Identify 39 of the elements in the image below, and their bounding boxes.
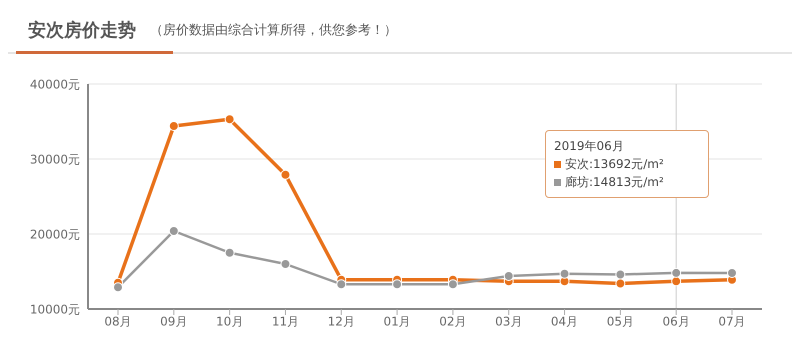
annotation: 安次:13692元/m²	[565, 156, 664, 173]
point	[168, 121, 179, 131]
point	[280, 259, 290, 269]
point	[727, 268, 737, 278]
point	[392, 279, 402, 290]
point	[224, 114, 235, 124]
chart-title: 安次房价走势	[28, 19, 136, 42]
x-tick-label: 12月	[328, 314, 355, 329]
y-tick-label: 40000元	[30, 77, 80, 92]
point	[560, 268, 570, 279]
point	[671, 276, 682, 286]
x-tick-label: 07月	[718, 314, 746, 329]
point	[615, 278, 626, 288]
point	[280, 170, 290, 180]
point	[113, 282, 123, 292]
x-tick-label: 10月	[216, 314, 244, 329]
y-tick-label: 30000元	[30, 152, 80, 166]
point	[336, 279, 346, 290]
point	[671, 268, 682, 278]
x-tick-label: 05月	[606, 314, 634, 329]
chart-subtitle: （房价数据由综合计算所得，供您参考！）	[150, 22, 397, 39]
x-tick-label: 01月	[383, 314, 411, 329]
tooltip-box: 2019年06月 安次:13692元/m² 廊坊:14813元/m²	[545, 130, 709, 198]
point	[448, 279, 458, 290]
point	[168, 226, 179, 236]
y-tick-label: 20000元	[30, 227, 80, 242]
x-tick-label: 04月	[550, 314, 578, 329]
point	[615, 270, 626, 280]
x-tick-label: 11月	[272, 314, 300, 329]
x-tick-label: 03月	[495, 314, 522, 329]
y-tick-label: 10000元	[30, 302, 80, 316]
x-tick-label: 02月	[439, 314, 467, 329]
point	[504, 271, 514, 281]
annotation: 廊坊:14813元/m²	[565, 174, 664, 191]
x-tick-label: 08月	[104, 314, 132, 329]
point	[224, 248, 235, 258]
x-tick-label: 09月	[160, 314, 188, 329]
annotation: 2019年06月	[554, 138, 625, 155]
x-tick-label: 06月	[662, 314, 690, 329]
